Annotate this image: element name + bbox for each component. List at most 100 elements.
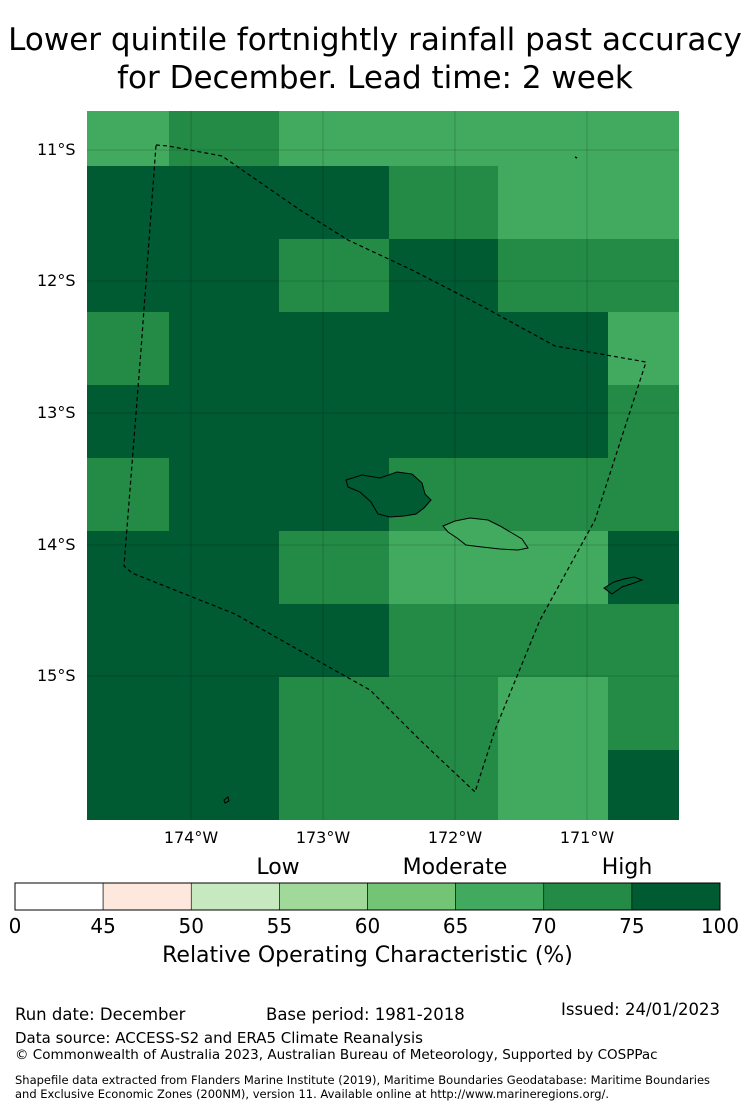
grid-cell [608,458,679,531]
colorbar-tick-label: 45 [90,914,116,938]
colorbar-segment [631,882,721,911]
grid-cell [498,385,608,458]
category-high: High [601,855,653,880]
grid-cell [608,312,679,385]
grid-cell [169,531,279,604]
small-island [223,796,230,804]
grid-cell [87,111,169,166]
grid-cell [279,677,389,750]
grid-cell [87,166,169,239]
lat-label-12s: 12°S [37,271,76,290]
colorbar-segment [190,882,280,911]
grid-cell [498,166,608,239]
grid-cell [279,750,389,820]
data-source: Data source: ACCESS-S2 and ERA5 Climate … [15,1029,423,1047]
grid-cell [87,385,169,458]
grid-cell [498,458,608,531]
lon-label-171w: 171°W [559,828,615,847]
grid-cell [608,531,679,604]
grid-cell [608,166,679,239]
grid-cell [389,312,498,385]
grid-cell [87,531,169,604]
grid-cell [169,312,279,385]
category-low: Low [256,855,300,880]
grid-cell [389,750,498,820]
shapefile-credit-line-1: Shapefile data extracted from Flanders M… [15,1073,711,1087]
grid-cell [169,385,279,458]
grid-cell [498,239,608,312]
colorbar-tick-label: 0 [8,914,22,938]
grid-cell [498,312,608,385]
upolu-island [442,517,529,551]
grid-cell [169,604,279,677]
colorbar-segment [455,882,545,911]
colorbar-tick-label: 65 [442,914,469,938]
grid-cell [169,458,279,531]
grid-cell [279,385,389,458]
grid-cell [279,111,389,166]
grid-cell [169,750,279,820]
run-date: Run date: December [15,1005,186,1024]
grid-cell [608,385,679,458]
colorbar-segment [102,882,192,911]
grid-cell [87,604,169,677]
colorbar-tick-label: 70 [531,914,557,938]
grid-cell [169,111,279,166]
grid-cell [389,677,498,750]
colorbar-tick-label: 55 [266,914,293,938]
grid-cell [279,604,389,677]
grid-cell [608,677,679,750]
colorbar-segment [14,882,104,911]
grid-cell [498,604,608,677]
colorbar-label: Relative Operating Characteristic (%) [162,943,573,968]
category-moderate: Moderate [402,855,508,880]
colorbar-tick-label: 50 [178,914,204,938]
grid-cell [608,239,679,312]
grid-cell [87,458,169,531]
copyright: © Commonwealth of Australia 2023, Austra… [15,1047,658,1063]
grid-cell [279,531,389,604]
grid-cell [279,312,389,385]
grid-cell [608,604,679,677]
map-title-line-1: Lower quintile fortnightly rainfall past… [8,22,742,58]
grid-cell [169,239,279,312]
grid-cell [389,385,498,458]
lat-label-13s: 13°S [37,403,76,422]
grid-cell [87,239,169,312]
tutuila-island [603,576,644,595]
grid-cell [498,111,608,166]
eez-boundary [123,144,647,794]
lat-label-11s: 11°S [37,140,76,159]
colorbar-segment [367,882,456,911]
grid-cell [169,677,279,750]
savaii-island [345,471,432,518]
base-period: Base period: 1981-2018 [266,1005,465,1024]
colorbar [14,882,721,911]
grid-cell [279,166,389,239]
lon-label-174w: 174°W [163,828,219,847]
grid-cell [498,750,608,820]
lat-label-15s: 15°S [37,666,76,685]
lon-label-172w: 172°W [427,828,483,847]
colorbar-tick-label: 60 [354,914,381,938]
grid-cell [87,750,169,820]
map-title-line-2: for December. Lead time: 2 week [117,60,633,96]
grid-cell [279,239,389,312]
graticule [87,111,679,820]
grid-cell [87,677,169,750]
grid-cell [389,604,498,677]
grid-cell [389,166,498,239]
colorbar-tick-label: 75 [619,914,645,938]
issued-date: Issued: 24/01/2023 [561,1000,721,1019]
shapefile-credit-line-2: and Exclusive Economic Zones (200NM), ve… [15,1087,610,1101]
grid-cell [389,111,498,166]
colorbar-segment [543,882,633,911]
lon-label-173w: 173°W [295,828,351,847]
grid-cell [498,677,608,750]
grid-cell [87,312,169,385]
grid-cell [608,111,679,166]
lat-label-14s: 14°S [37,535,76,554]
colorbar-segment [279,882,368,911]
grid-cell [389,239,498,312]
